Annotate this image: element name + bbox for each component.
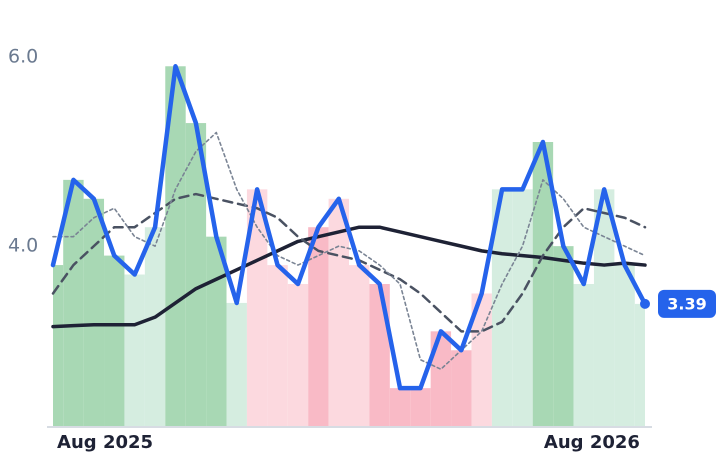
last-value-label: 3.39 <box>667 294 706 313</box>
area-column <box>124 274 145 426</box>
x-tick-label: Aug 2026 <box>544 432 640 453</box>
area-column <box>491 189 513 426</box>
area-column <box>532 142 554 426</box>
y-tick-label: 6.0 <box>8 45 38 67</box>
line-series <box>51 192 647 333</box>
area-column <box>471 293 492 426</box>
area-column <box>593 189 615 426</box>
area-column <box>308 227 329 426</box>
line-series <box>52 131 646 370</box>
last-value-badge <box>658 289 716 318</box>
area-column <box>165 66 186 427</box>
last-point <box>640 298 650 309</box>
area-column <box>267 265 288 426</box>
area-column <box>206 236 227 426</box>
area-column <box>226 302 247 426</box>
area-column <box>185 123 207 427</box>
area-column <box>410 388 431 426</box>
area-column <box>53 265 64 426</box>
area-column <box>104 255 125 426</box>
area-column <box>451 350 472 426</box>
area-column <box>83 198 105 426</box>
area-column <box>369 284 390 426</box>
area-column <box>573 284 594 426</box>
area-column <box>287 284 309 426</box>
area-column <box>634 303 645 426</box>
area-column <box>63 179 84 426</box>
x-tick-label: Aug 2025 <box>57 432 153 453</box>
area-column <box>246 189 268 426</box>
area-column <box>553 246 574 426</box>
area-column <box>144 227 166 426</box>
area-column <box>430 331 452 426</box>
line-series <box>50 64 648 391</box>
area-column <box>349 265 370 426</box>
area-column <box>512 189 533 426</box>
area-column <box>389 388 411 426</box>
y-tick-label: 4.0 <box>8 235 38 257</box>
area-column <box>614 265 635 426</box>
